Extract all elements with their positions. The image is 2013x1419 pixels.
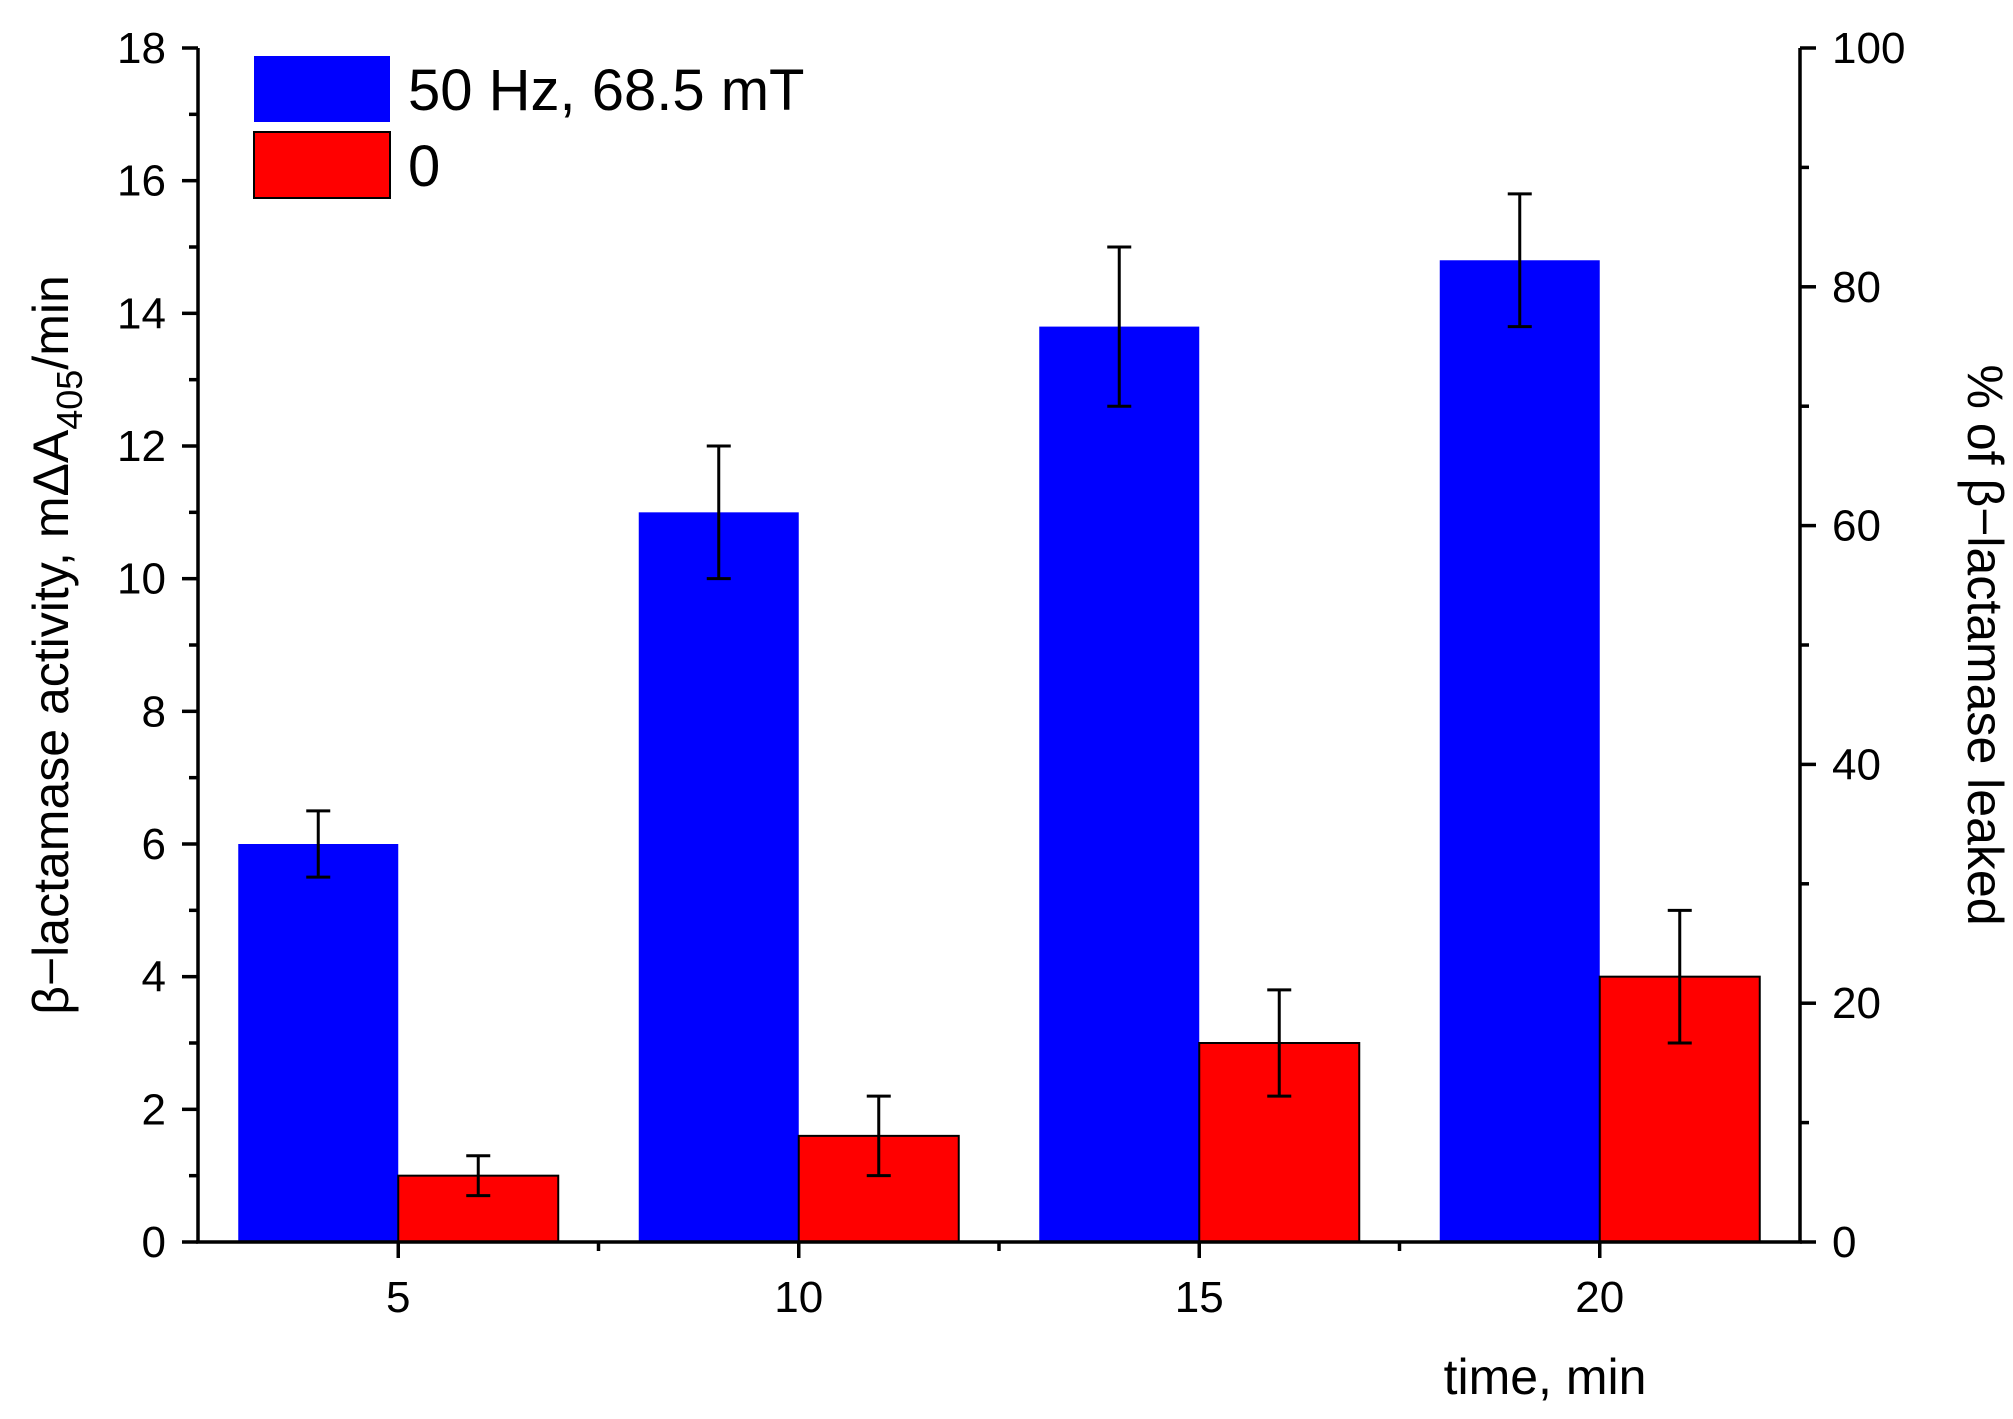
error-bar-series-2-cat-20: [1667, 908, 1692, 1045]
legend-swatch-series-2: [253, 131, 391, 199]
error-bar-series-1-cat-10: [706, 444, 731, 581]
tick-labels-layer: 0 2 4 6 8 10 12 14 16 18 0 20 40 60 80 100 5 10 15 20: [117, 24, 1905, 1322]
bar-series-1-cat-10: [638, 512, 799, 1242]
x-tick-label: 10: [774, 1273, 823, 1322]
bar-series-1-cat-15: [1039, 326, 1200, 1243]
legend: 50 Hz, 68.5 mT 0: [253, 56, 804, 199]
y-tick-label: 0: [142, 1218, 166, 1267]
y-tick-label: 12: [117, 422, 166, 471]
y-tick-label: 10: [117, 555, 166, 604]
y-tick-label: 14: [117, 289, 166, 338]
y2-tick-label: 80: [1832, 263, 1881, 312]
legend-label-series-1: 50 Hz, 68.5 mT: [408, 58, 804, 123]
y2-tick-label: 40: [1832, 740, 1881, 789]
y2-tick-label: 100: [1832, 24, 1905, 73]
y-tick-label: 16: [117, 157, 166, 206]
ticks-layer: [182, 46, 1816, 1258]
error-bars-layer: [306, 192, 1692, 1198]
y2-tick-label: 60: [1832, 502, 1881, 551]
error-bar-series-1-cat-20: [1507, 192, 1532, 329]
error-bar-series-1-cat-5: [306, 809, 331, 879]
y-axis-title: β−lactamase activity, mΔA405/min: [23, 275, 90, 1015]
x-axis-title: time, min: [1444, 1349, 1647, 1405]
y-tick-label: 6: [142, 820, 166, 869]
error-bar-series-2-cat-15: [1267, 988, 1292, 1098]
y-tick-label: 8: [142, 687, 166, 736]
error-bar-series-2-cat-10: [866, 1094, 891, 1178]
y2-axis-title: % of β−lactamase leaked: [1957, 364, 2013, 925]
y-axis-title-subscript: 405: [49, 370, 90, 430]
x-tick-label: 20: [1575, 1273, 1624, 1322]
y-tick-label: 4: [142, 953, 166, 1002]
legend-swatch-series-1: [254, 56, 390, 122]
bar-series-1-cat-5: [238, 844, 399, 1242]
y2-tick-label: 0: [1832, 1218, 1856, 1267]
y-tick-label: 2: [142, 1085, 166, 1134]
bar-series-1-cat-20: [1439, 260, 1600, 1242]
x-tick-label: 5: [386, 1273, 410, 1322]
y-axis-title-prefix: β−lactamase activity, mΔA: [23, 429, 79, 1015]
y2-tick-label: 20: [1832, 979, 1881, 1028]
x-tick-label: 15: [1175, 1273, 1224, 1322]
error-bar-series-2-cat-5: [466, 1154, 491, 1198]
legend-label-series-2: 0: [408, 134, 440, 199]
bars-layer: [238, 260, 1761, 1244]
y-axis-title-suffix: /min: [23, 275, 79, 369]
y-tick-label: 18: [117, 24, 166, 73]
error-bar-series-1-cat-15: [1107, 245, 1132, 408]
